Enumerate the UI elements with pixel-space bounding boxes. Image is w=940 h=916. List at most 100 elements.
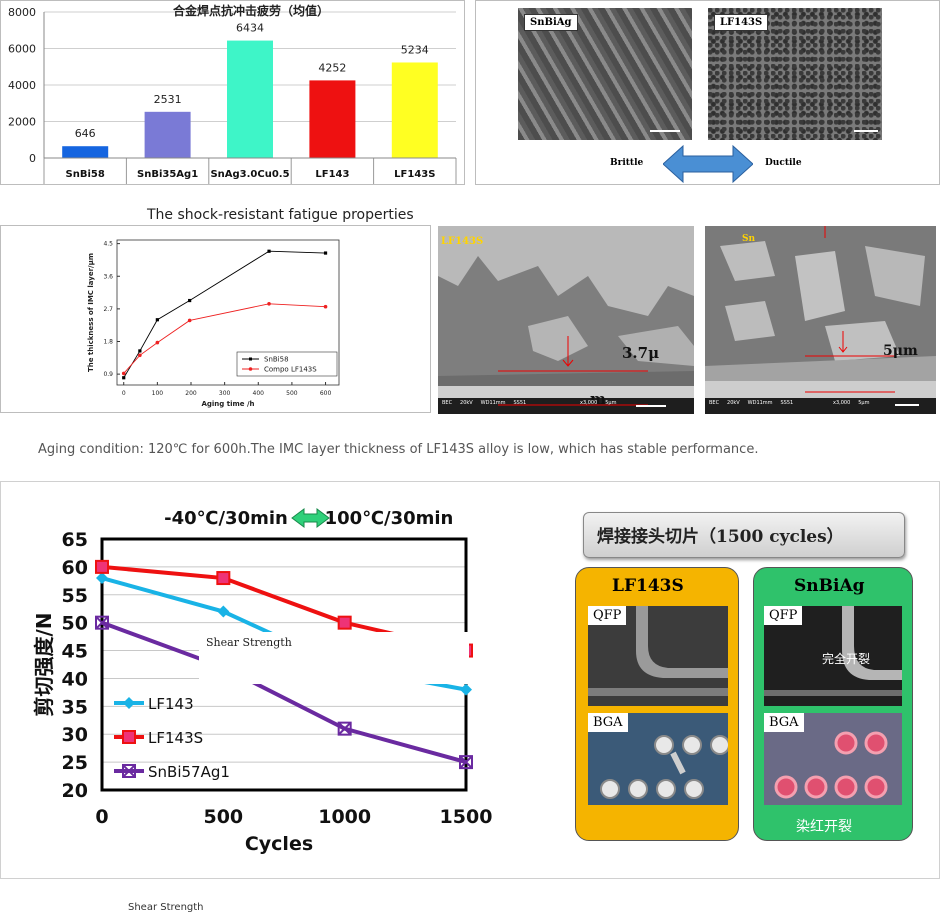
solder-title-box bbox=[583, 512, 905, 558]
sem-label-snbiag: SnBiAg bbox=[524, 14, 578, 31]
card-snbiag: SnBiAg QFP 完全开裂 BGA 染红开裂 bbox=[753, 567, 913, 841]
card-lf143s-title: LF143S bbox=[612, 576, 684, 596]
data-point bbox=[323, 304, 328, 309]
category-label: SnBi58 bbox=[66, 169, 105, 180]
data-point bbox=[188, 298, 192, 303]
data-point bbox=[138, 349, 142, 353]
bar-value-label: 646 bbox=[75, 127, 96, 140]
y-tick-label: 50 bbox=[62, 613, 88, 635]
data-point bbox=[121, 371, 126, 376]
data-point bbox=[337, 615, 352, 630]
bar-value-label: 6434 bbox=[236, 22, 264, 35]
double-arrow-icon bbox=[663, 144, 753, 184]
legend-label: LF143 bbox=[148, 695, 194, 713]
data-point bbox=[323, 251, 328, 255]
imc-thickness-label: 3.7μ bbox=[622, 344, 660, 362]
data-point bbox=[187, 318, 192, 323]
legend-label: Compo LF143S bbox=[264, 366, 317, 374]
shear-panel: 20 25 30 35 40 45 50 55 60 65 0 500 1000 1500 Cycles 剪切… bbox=[0, 481, 940, 879]
legend-box bbox=[236, 351, 338, 377]
data-point-cross bbox=[459, 755, 473, 769]
plot-frame bbox=[116, 239, 340, 386]
data-point bbox=[122, 730, 136, 744]
y-tick-label: 4.5 bbox=[103, 241, 113, 248]
x-tick-label: 200 bbox=[185, 390, 197, 397]
imc-thickness-label-sn: 5μm bbox=[883, 343, 918, 359]
x-tick-label: 600 bbox=[320, 390, 332, 397]
bar bbox=[144, 111, 191, 158]
bga-label-snbiag: BGA bbox=[764, 713, 804, 732]
imc-chart: 0 100 200 300 400 500 600 0.9 1.8 2.7 3.6 4.5 Aging … bbox=[87, 239, 340, 408]
y-tick-label: 45 bbox=[62, 641, 88, 663]
bar-chart: 0 2000 4000 6000 8000 合金焊点抗冲击疲劳（均值） 646 SnBi58 2… bbox=[8, 3, 457, 184]
footer-shear-label: Shear Strength bbox=[128, 902, 204, 913]
sem-footer-scale: x3,000 5μm bbox=[833, 400, 870, 406]
y-tick-label: 2000 bbox=[8, 116, 36, 129]
bar bbox=[62, 146, 109, 158]
data-point-cross bbox=[95, 615, 109, 630]
sem-image-snbiag: SnBiAg bbox=[518, 8, 692, 140]
ductile-label: Ductile bbox=[765, 158, 802, 168]
bar bbox=[227, 40, 273, 158]
sem-image-lf143s: LF143S bbox=[708, 8, 882, 140]
bar-chart-panel: 0 2000 4000 6000 8000 合金焊点抗冲击疲劳（均值） 646 SnBi58 2… bbox=[0, 0, 465, 185]
bar bbox=[391, 62, 438, 158]
y-tick-label: 20 bbox=[62, 780, 88, 802]
y-tick-label: 0.9 bbox=[103, 371, 113, 378]
x-tick-label: 100 bbox=[152, 390, 164, 397]
series-line bbox=[123, 303, 326, 374]
sem-top-panel: SnBiAg LF143S Brittle Ductile bbox=[475, 0, 940, 185]
y-tick-label: 6000 bbox=[8, 43, 36, 56]
legend-label: SnBi58 bbox=[264, 356, 289, 364]
series-line bbox=[101, 620, 467, 765]
y-axis-label: The thickness of IMC layer/μm bbox=[87, 253, 95, 372]
cycle-low-label: -40℃/30min bbox=[164, 508, 288, 529]
category-label: SnAg3.0Cu0.5 bbox=[210, 169, 289, 180]
category-label: SnBi35Ag1 bbox=[137, 169, 198, 180]
y-tick-label: 25 bbox=[62, 752, 88, 774]
y-tick-label: 30 bbox=[62, 724, 88, 746]
data-point bbox=[267, 302, 271, 306]
y-tick-label: 65 bbox=[62, 529, 88, 551]
sem-label-lf143s-imc: LF143S bbox=[441, 236, 484, 247]
qfp-label-snbiag: QFP bbox=[764, 606, 803, 625]
bga-label-lf143s: BGA bbox=[588, 713, 628, 732]
data-point bbox=[122, 764, 136, 778]
legend-label: LF143S bbox=[148, 729, 203, 747]
shear-overlay-box bbox=[199, 632, 469, 684]
scale-bar bbox=[854, 130, 878, 132]
qfp-label-lf143s: QFP bbox=[588, 606, 627, 625]
bar-value-label: 2531 bbox=[154, 93, 182, 106]
x-tick-label: 1500 bbox=[440, 806, 493, 828]
x-tick-label: 1000 bbox=[318, 806, 371, 828]
crack-text: 完全开裂 bbox=[822, 652, 871, 666]
data-point bbox=[459, 755, 473, 770]
cycle-high-label: 100℃/30min bbox=[325, 508, 454, 529]
sem-image-sn-imc: Sn 5μm BEC 20kV WD11mm SS51 x3,000 5μm bbox=[705, 226, 936, 414]
bar-value-label: 5234 bbox=[401, 43, 429, 56]
y-tick-label: 2.7 bbox=[103, 306, 113, 313]
data-point bbox=[460, 683, 472, 696]
x-tick-label: 300 bbox=[219, 390, 231, 397]
data-point bbox=[267, 249, 271, 253]
y-tick-label: 35 bbox=[62, 696, 88, 718]
category-label: LF143S bbox=[394, 169, 435, 180]
x-tick-label: 500 bbox=[203, 806, 243, 828]
series-line bbox=[123, 250, 326, 378]
imc-thickness-unit: m bbox=[590, 390, 606, 408]
y-tick-label: 55 bbox=[62, 585, 88, 607]
data-point bbox=[216, 571, 231, 586]
legend-marker bbox=[249, 357, 252, 361]
legend-marker bbox=[248, 367, 253, 371]
fatigue-caption: The shock-resistant fatigue properties bbox=[147, 207, 414, 223]
x-axis-label: Cycles bbox=[245, 833, 313, 855]
y-tick-label: 3.6 bbox=[103, 273, 113, 280]
data-point-cross bbox=[337, 721, 352, 736]
sem-footer: BEC 20kV WD11mm SS51 bbox=[709, 400, 794, 406]
sem-footer-scale: x3,000 5μm bbox=[580, 400, 617, 406]
scale-bar bbox=[650, 130, 680, 132]
x-tick-label: 500 bbox=[286, 390, 298, 397]
y-tick-label: 60 bbox=[62, 557, 88, 579]
x-tick-label: 0 bbox=[122, 390, 126, 397]
x-tick-label: 400 bbox=[253, 390, 265, 397]
